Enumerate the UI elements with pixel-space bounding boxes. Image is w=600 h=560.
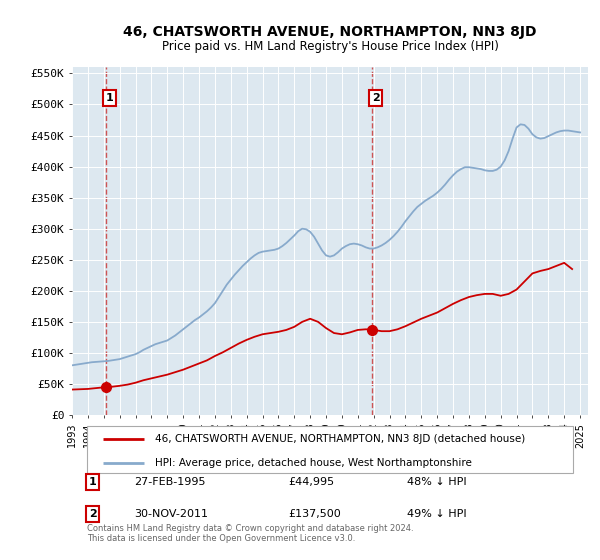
Text: 1: 1	[106, 94, 113, 103]
Text: 30-NOV-2011: 30-NOV-2011	[134, 509, 208, 519]
Text: HPI: Average price, detached house, West Northamptonshire: HPI: Average price, detached house, West…	[155, 458, 472, 468]
Text: 48% ↓ HPI: 48% ↓ HPI	[407, 477, 467, 487]
Text: 27-FEB-1995: 27-FEB-1995	[134, 477, 205, 487]
Text: Price paid vs. HM Land Registry's House Price Index (HPI): Price paid vs. HM Land Registry's House …	[161, 40, 499, 53]
Text: 2: 2	[371, 94, 379, 103]
Text: £137,500: £137,500	[289, 509, 341, 519]
Text: 2: 2	[89, 509, 97, 519]
FancyBboxPatch shape	[88, 426, 572, 473]
Text: Contains HM Land Registry data © Crown copyright and database right 2024.
This d: Contains HM Land Registry data © Crown c…	[88, 524, 414, 543]
Text: 46, CHATSWORTH AVENUE, NORTHAMPTON, NN3 8JD: 46, CHATSWORTH AVENUE, NORTHAMPTON, NN3 …	[123, 25, 537, 39]
Text: 1: 1	[89, 477, 97, 487]
Text: 49% ↓ HPI: 49% ↓ HPI	[407, 509, 467, 519]
Text: £44,995: £44,995	[289, 477, 335, 487]
Text: 46, CHATSWORTH AVENUE, NORTHAMPTON, NN3 8JD (detached house): 46, CHATSWORTH AVENUE, NORTHAMPTON, NN3 …	[155, 434, 525, 444]
